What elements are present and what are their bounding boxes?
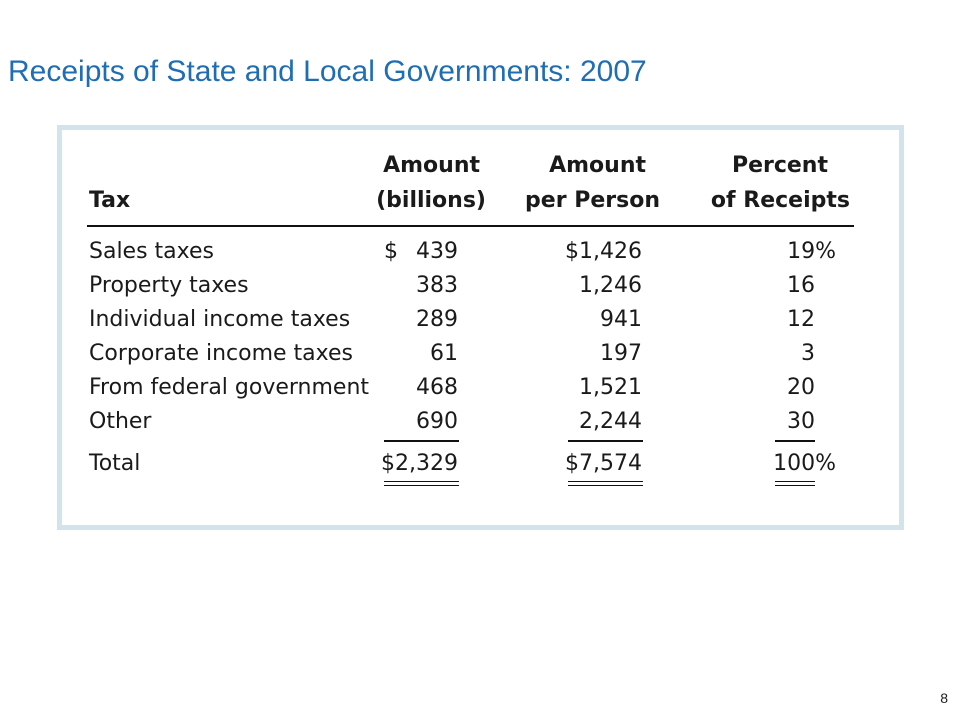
row-tax-label: Property taxes bbox=[89, 273, 249, 298]
total-double-rule-per-person-bottom bbox=[568, 485, 643, 486]
total-per-person: $7,574 bbox=[565, 451, 642, 476]
header-rule bbox=[87, 225, 854, 227]
row-percent: 30 bbox=[787, 409, 815, 434]
total-label: Total bbox=[89, 451, 141, 476]
row-amount: 468 bbox=[416, 375, 458, 400]
row-percent: 12 bbox=[787, 307, 815, 332]
row-per-person: $1,426 bbox=[565, 239, 642, 264]
header-percent-line2: of Receipts bbox=[710, 188, 850, 213]
row-tax-label: Corporate income taxes bbox=[89, 341, 353, 366]
currency-symbol: $ bbox=[384, 239, 398, 264]
row-tax-label: From federal government bbox=[89, 375, 370, 400]
row-amount: 61 bbox=[430, 341, 458, 366]
row-tax-label: Other bbox=[89, 409, 152, 434]
receipts-table: Amount Amount Percent Tax (billions) per… bbox=[57, 125, 904, 530]
subtotal-rule-amount bbox=[384, 440, 459, 442]
row-amount: 289 bbox=[416, 307, 458, 332]
row-percent: 19% bbox=[787, 239, 836, 264]
header-amount-line2: (billions) bbox=[376, 188, 486, 213]
total-double-rule-amount-bottom bbox=[384, 485, 459, 486]
header-percent-line1: Percent bbox=[731, 153, 828, 178]
row-per-person: 1,521 bbox=[579, 375, 642, 400]
subtotal-rule-percent bbox=[775, 440, 815, 442]
total-double-rule-percent-bottom bbox=[775, 485, 815, 486]
row-percent: 16 bbox=[787, 273, 815, 298]
total-percent: 100% bbox=[773, 451, 836, 476]
header-per-person-line1: Amount bbox=[549, 153, 646, 178]
row-amount: 383 bbox=[416, 273, 458, 298]
total-double-rule-per-person-top bbox=[568, 481, 643, 482]
row-per-person: 197 bbox=[600, 341, 642, 366]
row-tax-label: Sales taxes bbox=[89, 239, 214, 264]
total-double-rule-percent-top bbox=[775, 481, 815, 482]
row-amount: 690 bbox=[416, 409, 458, 434]
header-per-person-line2: per Person bbox=[525, 188, 660, 213]
header-amount-line1: Amount bbox=[383, 153, 480, 178]
slide-title: Receipts of State and Local Governments:… bbox=[8, 55, 647, 88]
row-per-person: 2,244 bbox=[579, 409, 642, 434]
row-percent: 3 bbox=[801, 341, 815, 366]
row-per-person: 1,246 bbox=[579, 273, 642, 298]
subtotal-rule-per-person bbox=[568, 440, 643, 442]
row-tax-label: Individual income taxes bbox=[89, 307, 351, 332]
row-amount: 439 bbox=[416, 239, 458, 264]
total-double-rule-amount-top bbox=[384, 481, 459, 482]
header-tax: Tax bbox=[89, 188, 131, 213]
row-per-person: 941 bbox=[600, 307, 642, 332]
page-number: 8 bbox=[940, 690, 948, 706]
total-amount: $2,329 bbox=[381, 451, 458, 476]
row-percent: 20 bbox=[787, 375, 815, 400]
